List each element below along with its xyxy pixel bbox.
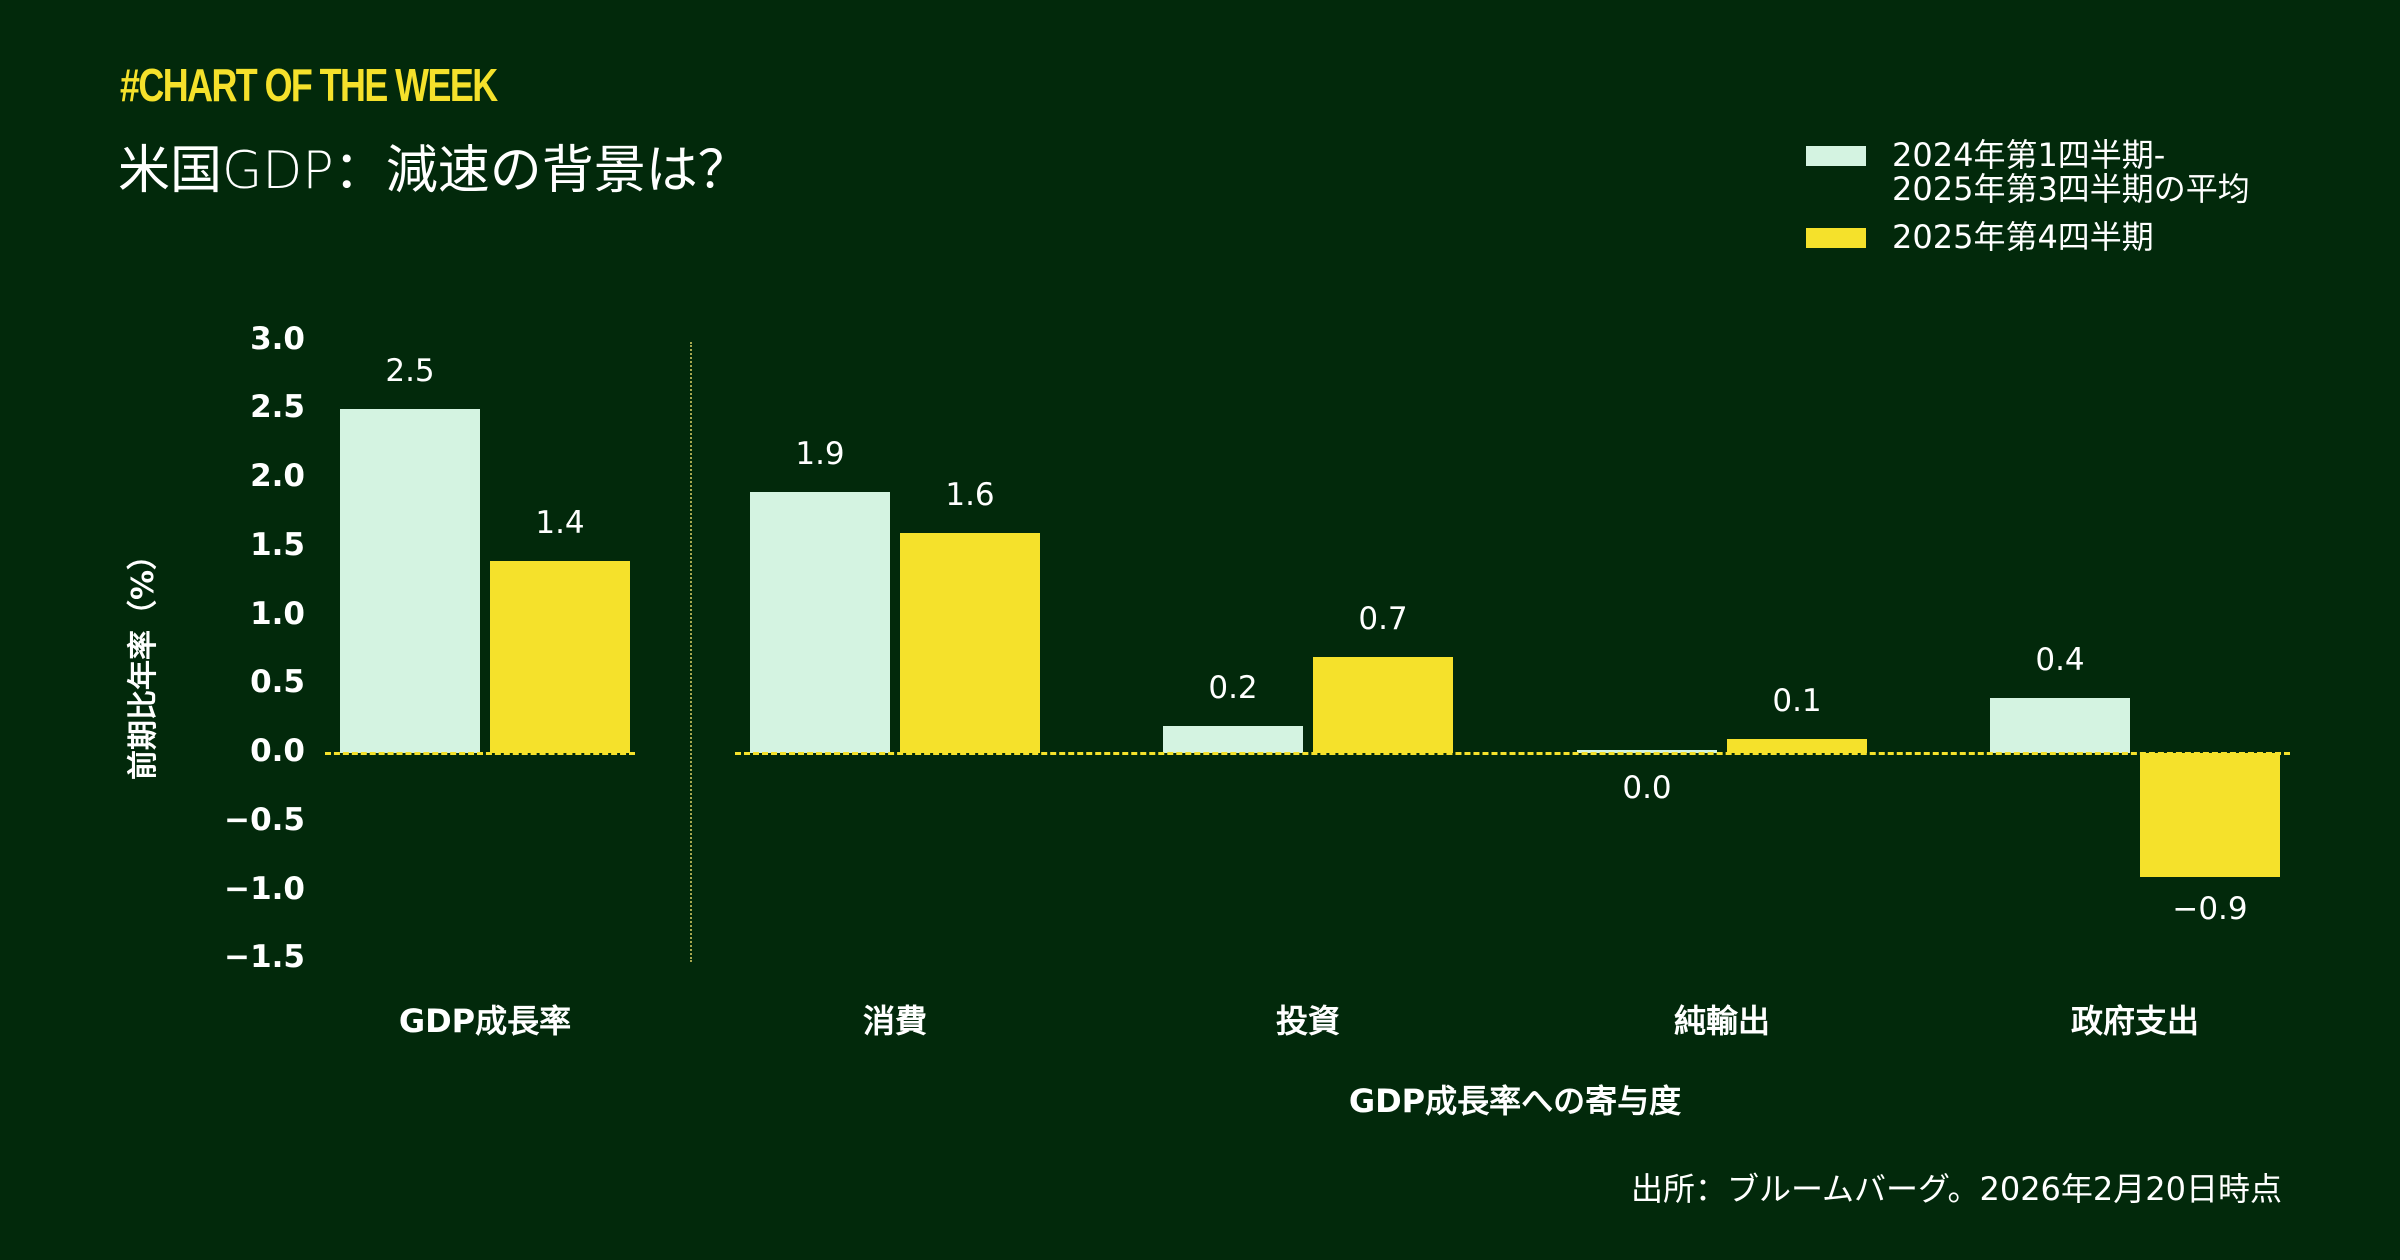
y-tick-label: −0.5 bbox=[224, 801, 305, 838]
legend-swatch-average bbox=[1806, 146, 1866, 166]
bar bbox=[1990, 698, 2130, 753]
bar-value-label: 0.4 bbox=[2035, 642, 2085, 678]
zero-baseline bbox=[735, 752, 2290, 755]
y-tick-label: 3.0 bbox=[250, 320, 305, 357]
zero-baseline bbox=[325, 752, 635, 755]
bar bbox=[1313, 656, 1453, 753]
x-category-label: 投資 bbox=[1275, 1002, 1340, 1040]
bar-value-label: 0.1 bbox=[1772, 683, 1822, 720]
x-category-label: 政府支出 bbox=[2070, 1002, 2199, 1040]
y-tick-label: 1.0 bbox=[250, 595, 305, 632]
bar-value-label: 1.9 bbox=[795, 435, 845, 472]
y-tick-label: 2.0 bbox=[250, 458, 305, 494]
bar-value-label: 0.0 bbox=[1622, 770, 1672, 806]
gdp-divider-line bbox=[690, 342, 692, 962]
bar bbox=[750, 491, 890, 753]
legend-item-q4-2025: 2025年第4四半期 bbox=[1806, 220, 2250, 254]
chart-of-the-week-kicker: #CHART OF THE WEEK bbox=[120, 59, 498, 111]
y-tick-label: 1.5 bbox=[250, 526, 305, 563]
bar bbox=[340, 409, 480, 753]
x-category-label: 純輸出 bbox=[1673, 1002, 1770, 1040]
bar-value-label: 0.7 bbox=[1358, 600, 1408, 637]
legend-label-average: 2024年第1四半期- 2025年第3四半期の平均 bbox=[1892, 136, 2250, 208]
y-tick-label: −1.0 bbox=[224, 870, 305, 907]
bar-value-label: 1.4 bbox=[535, 504, 585, 541]
chart-title: 米国GDP：減速の背景は？ bbox=[118, 141, 750, 201]
bar bbox=[1163, 725, 1303, 753]
bar-value-label: 1.6 bbox=[945, 477, 995, 513]
legend: 2024年第1四半期- 2025年第3四半期の平均 2025年第4四半期 bbox=[1806, 138, 2250, 268]
y-axis-label: 前期比年率（%） bbox=[126, 539, 161, 781]
bar-value-label: 0.2 bbox=[1208, 669, 1258, 706]
bar-value-label: 2.5 bbox=[385, 353, 435, 390]
bar bbox=[2140, 753, 2280, 877]
y-tick-label: 0.0 bbox=[250, 733, 305, 769]
legend-swatch-q4-2025 bbox=[1806, 228, 1866, 248]
x-axis-label: GDP成長率への寄与度 bbox=[1348, 1082, 1682, 1120]
y-tick-label: 2.5 bbox=[250, 389, 305, 426]
legend-item-average: 2024年第1四半期- 2025年第3四半期の平均 bbox=[1806, 138, 2250, 206]
bar bbox=[1727, 739, 1867, 753]
x-category-label: GDP成長率 bbox=[398, 1002, 572, 1040]
y-tick-label: 0.5 bbox=[250, 664, 305, 701]
legend-label-q4-2025: 2025年第4四半期 bbox=[1892, 218, 2154, 256]
x-category-label: 消費 bbox=[862, 1002, 927, 1040]
bar bbox=[1577, 750, 1717, 753]
bar-value-label: −0.9 bbox=[2172, 890, 2248, 927]
bar bbox=[490, 560, 630, 753]
source-note: 出所：ブルームバーグ。2026年2月20日時点 bbox=[1631, 1170, 2282, 1208]
y-tick-label: −1.5 bbox=[224, 939, 305, 976]
bar bbox=[900, 533, 1040, 753]
